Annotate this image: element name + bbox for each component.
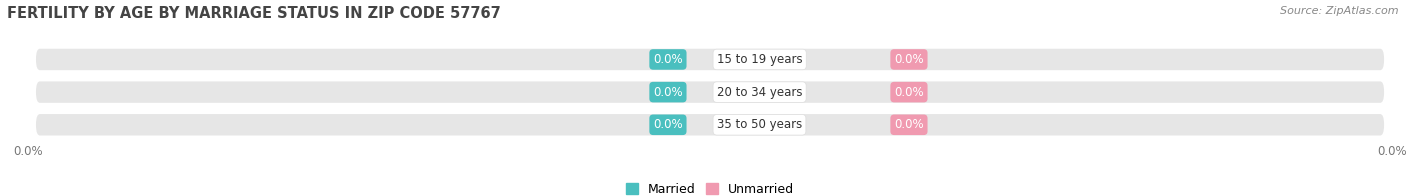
- Text: 0.0%: 0.0%: [894, 86, 924, 99]
- Text: 0.0%: 0.0%: [654, 118, 683, 131]
- Text: 0.0%: 0.0%: [654, 53, 683, 66]
- Text: 15 to 19 years: 15 to 19 years: [717, 53, 803, 66]
- Text: FERTILITY BY AGE BY MARRIAGE STATUS IN ZIP CODE 57767: FERTILITY BY AGE BY MARRIAGE STATUS IN Z…: [7, 6, 501, 21]
- FancyBboxPatch shape: [35, 80, 1385, 104]
- Text: 0.0%: 0.0%: [894, 53, 924, 66]
- Text: 0.0%: 0.0%: [654, 86, 683, 99]
- FancyBboxPatch shape: [35, 48, 1385, 71]
- Text: 35 to 50 years: 35 to 50 years: [717, 118, 801, 131]
- Text: 0.0%: 0.0%: [894, 118, 924, 131]
- FancyBboxPatch shape: [35, 113, 1385, 137]
- Text: 20 to 34 years: 20 to 34 years: [717, 86, 803, 99]
- Text: Source: ZipAtlas.com: Source: ZipAtlas.com: [1281, 6, 1399, 16]
- Legend: Married, Unmarried: Married, Unmarried: [626, 183, 794, 196]
